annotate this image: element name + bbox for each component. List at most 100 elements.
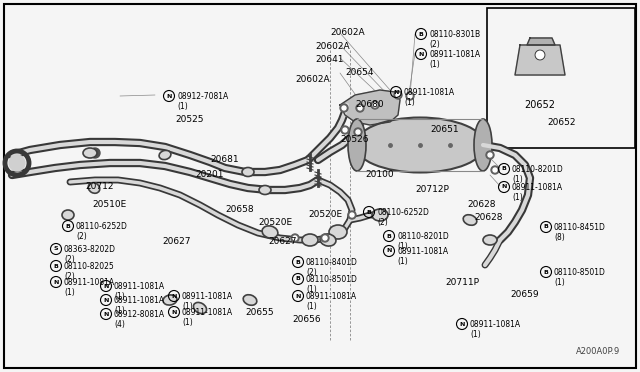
Text: (1): (1) <box>114 292 125 301</box>
Text: N: N <box>460 321 465 327</box>
Text: 08911-1081A: 08911-1081A <box>306 292 357 301</box>
Text: 08110-8501D: 08110-8501D <box>554 268 606 277</box>
Circle shape <box>493 168 497 172</box>
Ellipse shape <box>483 235 497 245</box>
Text: (1): (1) <box>397 257 408 266</box>
Text: (2): (2) <box>64 255 75 264</box>
Ellipse shape <box>259 186 271 195</box>
Circle shape <box>90 148 100 158</box>
Ellipse shape <box>348 119 366 171</box>
Text: 20711P: 20711P <box>445 278 479 287</box>
Text: 20525: 20525 <box>175 115 204 124</box>
Text: 08110-8501D: 08110-8501D <box>306 275 358 284</box>
Circle shape <box>350 213 354 217</box>
Circle shape <box>408 94 412 98</box>
Circle shape <box>341 126 349 134</box>
Circle shape <box>486 151 494 159</box>
Text: B: B <box>296 276 300 282</box>
Text: 20201: 20201 <box>195 170 223 179</box>
Text: A200A0P.9: A200A0P.9 <box>576 347 620 356</box>
Text: 20712: 20712 <box>85 182 113 191</box>
Text: 08911-1081A: 08911-1081A <box>470 320 521 329</box>
Ellipse shape <box>242 167 254 176</box>
Text: 20654: 20654 <box>345 68 374 77</box>
Text: (8): (8) <box>554 233 564 242</box>
Text: 20628: 20628 <box>467 200 495 209</box>
Ellipse shape <box>193 302 207 314</box>
Text: N: N <box>172 310 177 314</box>
Text: N: N <box>295 294 301 298</box>
Text: B: B <box>387 234 392 238</box>
Text: 20602A: 20602A <box>295 75 330 84</box>
Text: 08110-8301B: 08110-8301B <box>429 30 480 39</box>
Ellipse shape <box>83 148 97 158</box>
Text: 20651: 20651 <box>430 125 459 134</box>
Circle shape <box>343 128 347 132</box>
Circle shape <box>291 234 299 242</box>
Ellipse shape <box>320 234 336 246</box>
Text: B: B <box>54 263 58 269</box>
Text: (1): (1) <box>404 98 415 107</box>
Circle shape <box>293 236 297 240</box>
Text: 08911-1081A: 08911-1081A <box>114 282 165 291</box>
Polygon shape <box>527 38 555 45</box>
Text: 08911-1081A: 08911-1081A <box>64 278 115 287</box>
Text: B: B <box>65 224 70 228</box>
Circle shape <box>348 211 356 219</box>
Text: (2): (2) <box>64 272 75 281</box>
Text: N: N <box>53 279 59 285</box>
Ellipse shape <box>329 225 347 239</box>
Circle shape <box>354 128 362 136</box>
Circle shape <box>396 93 400 97</box>
Circle shape <box>358 106 362 110</box>
Text: (2): (2) <box>429 40 440 49</box>
Text: N: N <box>501 185 507 189</box>
Text: B: B <box>296 260 300 264</box>
Text: 20680: 20680 <box>355 100 383 109</box>
Text: 08110-6252D: 08110-6252D <box>377 208 429 217</box>
Text: 08912-7081A: 08912-7081A <box>177 92 228 101</box>
Text: 08911-1081A: 08911-1081A <box>512 183 563 192</box>
Ellipse shape <box>163 295 177 305</box>
Text: 20602A: 20602A <box>330 28 365 37</box>
Text: 08911-1081A: 08911-1081A <box>182 308 233 317</box>
Text: 08110-8401D: 08110-8401D <box>306 258 358 267</box>
Text: N: N <box>387 248 392 253</box>
Text: 20520E: 20520E <box>308 210 342 219</box>
Text: 20681: 20681 <box>210 155 239 164</box>
Ellipse shape <box>355 118 485 173</box>
Circle shape <box>340 104 348 112</box>
Text: 20100: 20100 <box>365 170 394 179</box>
Text: N: N <box>166 93 172 99</box>
Text: (1): (1) <box>177 102 188 111</box>
Text: 08110-8201D: 08110-8201D <box>397 232 449 241</box>
Text: 08911-1081A: 08911-1081A <box>182 292 233 301</box>
Polygon shape <box>340 90 400 125</box>
Text: 20628: 20628 <box>474 213 502 222</box>
Text: B: B <box>543 224 548 230</box>
Ellipse shape <box>88 183 100 193</box>
Circle shape <box>406 92 414 100</box>
Circle shape <box>356 130 360 134</box>
Text: 08110-8201D: 08110-8201D <box>512 165 564 174</box>
Text: (1): (1) <box>512 175 523 184</box>
Circle shape <box>488 153 492 157</box>
Text: 20655: 20655 <box>245 308 274 317</box>
Text: 08363-8202D: 08363-8202D <box>64 245 116 254</box>
Text: (2): (2) <box>306 268 317 277</box>
Text: (1): (1) <box>554 278 564 287</box>
Text: 20627: 20627 <box>162 237 191 246</box>
Text: 20520E: 20520E <box>258 218 292 227</box>
Ellipse shape <box>474 119 492 171</box>
Text: (1): (1) <box>397 242 408 251</box>
Text: 08110-6252D: 08110-6252D <box>76 222 128 231</box>
Text: (1): (1) <box>64 288 75 297</box>
Text: 20652: 20652 <box>525 100 556 110</box>
Ellipse shape <box>243 295 257 305</box>
Circle shape <box>323 236 327 240</box>
Text: N: N <box>394 90 399 94</box>
Circle shape <box>373 103 377 107</box>
Ellipse shape <box>62 210 74 220</box>
Text: B: B <box>367 209 371 215</box>
Circle shape <box>321 234 329 242</box>
